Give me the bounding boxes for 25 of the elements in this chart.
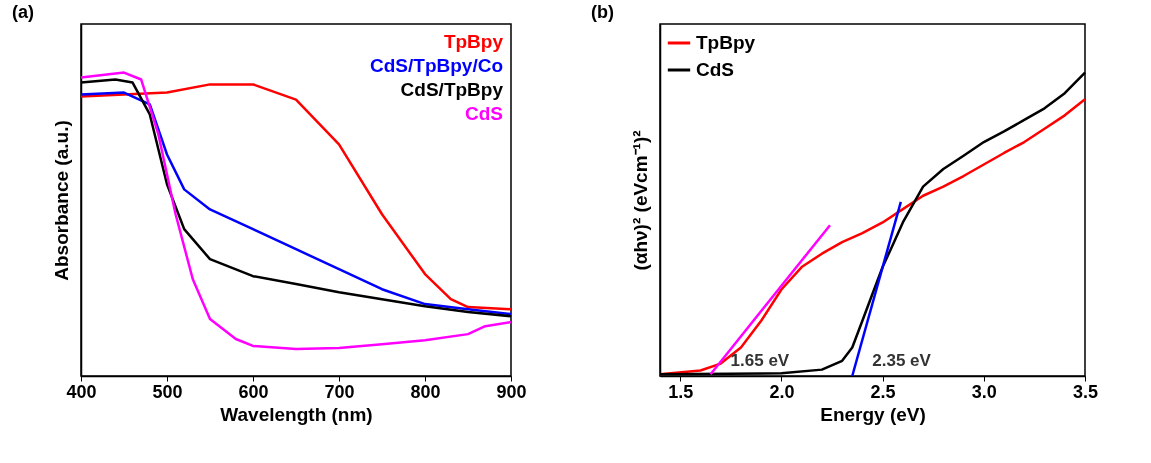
x-tick-label: 800 (410, 381, 441, 402)
text: CdS (465, 103, 503, 124)
x-tick-label: 400 (66, 381, 97, 402)
y-axis-title: Absorbance (a.u.) (50, 120, 72, 281)
x-tick-label: 900 (496, 381, 527, 402)
legend-label: CdS (696, 59, 734, 80)
x-tick-label: 500 (152, 381, 183, 402)
x-tick-label: 600 (238, 381, 269, 402)
chart-title: (a) (12, 2, 34, 22)
y-axis-title: (αhν)² (eVcm⁻¹)² (629, 130, 651, 271)
x-axis-title: Wavelength (nm) (220, 403, 373, 425)
legend-label: TpBpy (696, 32, 756, 53)
text: CdS/TpBpy/Co (370, 55, 503, 76)
x-axis-title: Energy (eV) (820, 403, 926, 425)
text: CdS/TpBpy (400, 79, 504, 100)
chart-title: (b) (591, 2, 614, 22)
x-tick-label: 2.5 (870, 381, 896, 402)
annotation: 1.65 eV (730, 350, 790, 370)
x-tick-label: 3.5 (1072, 381, 1099, 402)
x-tick-label: 3.0 (971, 381, 997, 402)
x-tick-label: 700 (324, 381, 355, 402)
x-tick-label: 1.5 (668, 381, 694, 402)
x-tick-label: 2.0 (769, 381, 795, 402)
annotation: 2.35 eV (872, 350, 932, 370)
text: TpBpy (443, 31, 504, 52)
